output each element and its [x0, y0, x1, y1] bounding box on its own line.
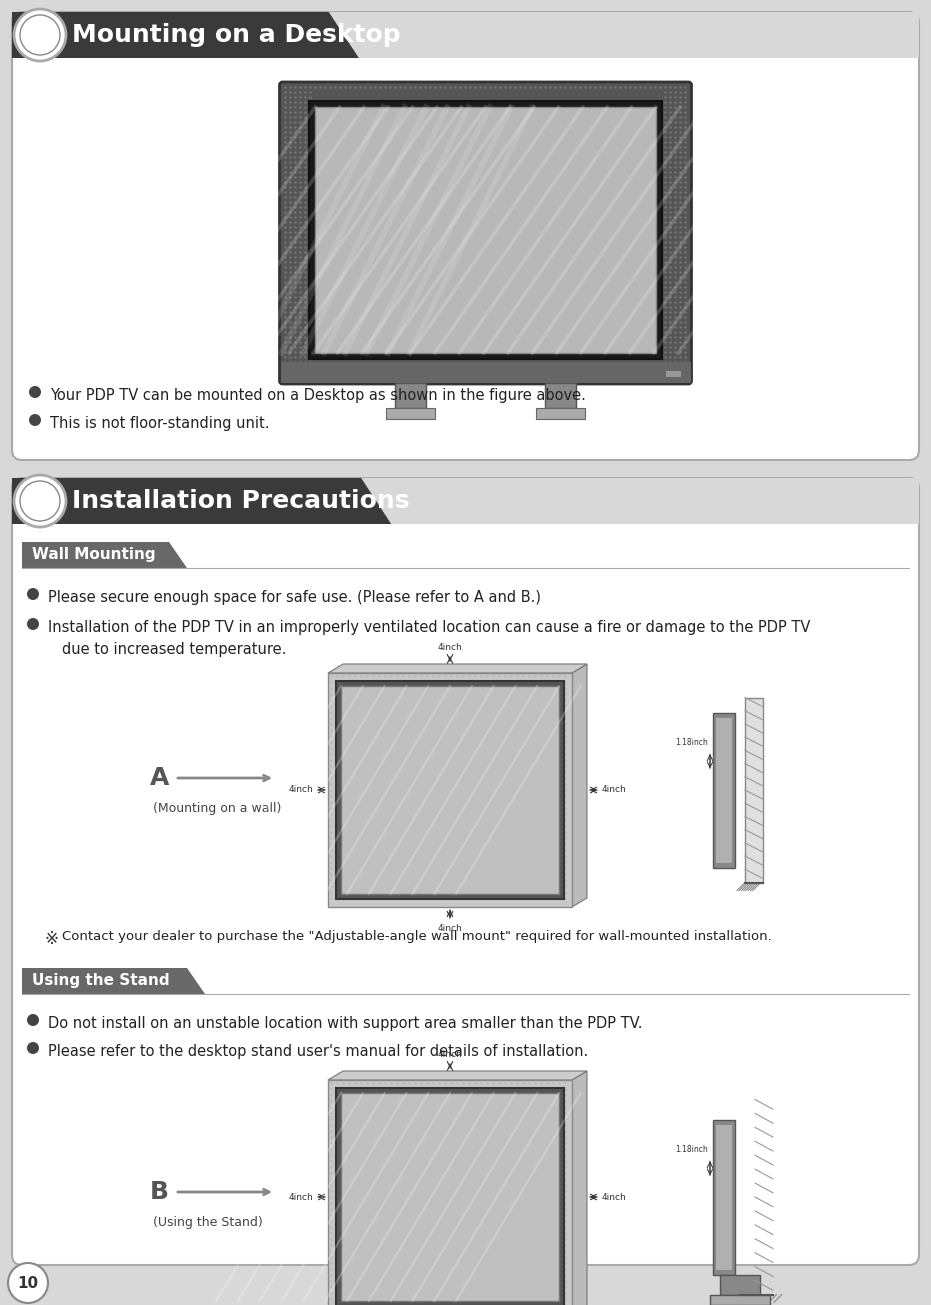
Text: (Mounting on a wall): (Mounting on a wall) [153, 803, 281, 816]
Circle shape [27, 1014, 39, 1026]
Text: 4inch: 4inch [438, 643, 463, 652]
Circle shape [27, 619, 39, 630]
Bar [316, 107, 655, 352]
Circle shape [20, 14, 60, 55]
Bar [545, 382, 575, 408]
Bar [309, 100, 662, 359]
Text: (Using the Stand): (Using the Stand) [153, 1216, 263, 1229]
Text: Mounting on a Desktop: Mounting on a Desktop [72, 23, 400, 47]
Polygon shape [329, 12, 919, 57]
Bar [710, 1295, 770, 1305]
Text: 4inch: 4inch [289, 1193, 313, 1202]
Text: A: A [150, 766, 169, 790]
Text: 4inch: 4inch [602, 1193, 627, 1202]
FancyBboxPatch shape [12, 12, 919, 459]
Polygon shape [328, 664, 587, 673]
Circle shape [27, 589, 39, 600]
Bar [713, 713, 735, 868]
Circle shape [14, 475, 66, 527]
Text: This is not floor-standing unit.: This is not floor-standing unit. [50, 416, 269, 431]
Text: 4inch: 4inch [438, 1051, 463, 1058]
Text: Your PDP TV can be mounted on a Desktop as shown in the figure above.: Your PDP TV can be mounted on a Desktop … [50, 388, 586, 403]
Text: Please secure enough space for safe use. (Please refer to A and B.): Please secure enough space for safe use.… [48, 590, 541, 606]
Text: ※: ※ [44, 930, 58, 947]
Bar [396, 382, 426, 408]
Bar [713, 1120, 735, 1275]
Text: 4inch: 4inch [289, 786, 313, 795]
Bar [535, 408, 585, 419]
Bar [328, 1081, 572, 1305]
Bar [720, 1275, 760, 1295]
Text: Using the Stand: Using the Stand [32, 974, 169, 988]
Bar [12, 478, 919, 525]
Text: 4inch: 4inch [602, 786, 627, 795]
Bar [386, 408, 436, 419]
Bar [341, 686, 559, 894]
Bar [341, 1094, 559, 1301]
Circle shape [29, 414, 41, 425]
Bar [22, 542, 909, 568]
Text: B: B [150, 1180, 169, 1205]
Text: Do not install on an unstable location with support area smaller than the PDP TV: Do not install on an unstable location w… [48, 1017, 642, 1031]
Polygon shape [572, 664, 587, 907]
Polygon shape [361, 478, 919, 525]
Bar [716, 718, 732, 863]
Circle shape [27, 1041, 39, 1054]
Polygon shape [328, 1071, 587, 1081]
Text: Wall Mounting: Wall Mounting [32, 548, 155, 562]
Bar [336, 681, 564, 899]
Circle shape [8, 1263, 48, 1302]
Text: Installation Precautions: Installation Precautions [72, 489, 410, 513]
Bar [745, 697, 763, 882]
Bar [22, 968, 909, 994]
Text: due to increased temperature.: due to increased temperature. [62, 642, 287, 656]
Bar [336, 1088, 564, 1305]
Circle shape [29, 386, 41, 398]
Bar [666, 371, 681, 377]
Text: Installation of the PDP TV in an improperly ventilated location can cause a fire: Installation of the PDP TV in an imprope… [48, 620, 810, 636]
Bar [328, 673, 572, 907]
Text: 1.18inch: 1.18inch [675, 739, 708, 748]
Polygon shape [187, 968, 909, 994]
FancyBboxPatch shape [279, 82, 692, 384]
Circle shape [14, 9, 66, 61]
Bar [716, 1125, 732, 1270]
Bar [12, 12, 919, 57]
FancyBboxPatch shape [12, 478, 919, 1265]
Polygon shape [572, 1071, 587, 1305]
Polygon shape [169, 542, 909, 568]
Text: Please refer to the desktop stand user's manual for details of installation.: Please refer to the desktop stand user's… [48, 1044, 588, 1058]
Text: 10: 10 [18, 1275, 38, 1291]
Circle shape [20, 482, 60, 521]
Text: Contact your dealer to purchase the "Adjustable-angle wall mount" required for w: Contact your dealer to purchase the "Adj… [62, 930, 772, 944]
Text: 1.18inch: 1.18inch [675, 1146, 708, 1154]
Bar [280, 361, 691, 382]
Text: 4inch: 4inch [438, 924, 463, 933]
